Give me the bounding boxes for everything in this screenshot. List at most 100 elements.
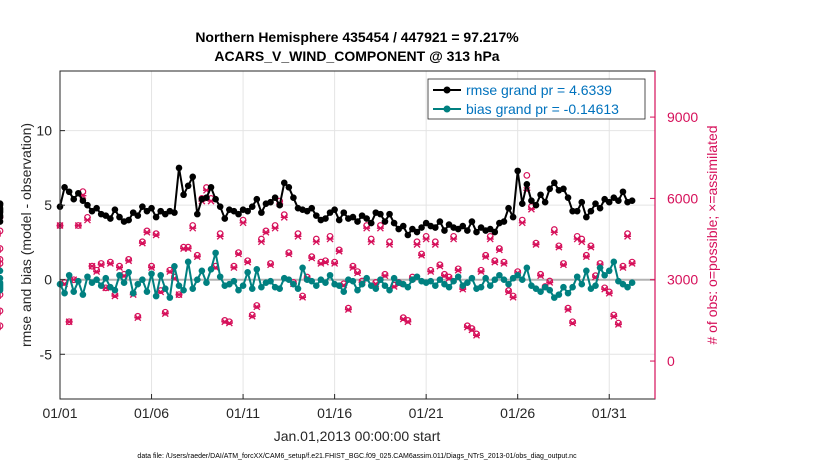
obs-assimilated-point — [267, 261, 275, 269]
obs-assimilated-point — [111, 292, 119, 300]
rmse-point — [184, 182, 192, 190]
obs-assimilated-point — [482, 253, 490, 261]
x-axis-label: Jan.01,2013 00:00:00 start — [274, 428, 441, 444]
bias-point — [628, 279, 636, 287]
obs-possible-point — [473, 330, 480, 338]
bias-point — [198, 267, 206, 275]
obs-assimilated-point — [225, 319, 233, 327]
obs-possible-point — [299, 292, 306, 300]
data-file-footnote: data file: /Users/raeder/DAI/ATM_forcXX/… — [137, 453, 577, 460]
obs-assimilated-point — [537, 272, 545, 280]
rmse-point — [189, 173, 197, 181]
rmse-point — [308, 204, 316, 212]
obs-possible-point — [495, 245, 503, 252]
bias-point — [358, 280, 366, 288]
rmse-point — [280, 179, 288, 187]
obs-possible-point — [335, 246, 343, 254]
obs-possible-point — [166, 266, 174, 274]
obs-assimilated-point — [294, 232, 302, 240]
bias-point — [518, 276, 526, 284]
rmse-point — [322, 215, 329, 222]
rmse-point — [248, 203, 256, 210]
bias-point — [354, 286, 361, 294]
obs-possible-point — [138, 238, 146, 246]
obs-assimilated-point — [454, 266, 462, 274]
bias-point — [372, 285, 380, 292]
bias-point — [500, 276, 508, 284]
obs-possible-point — [125, 255, 133, 263]
obs-possible-point — [344, 304, 352, 312]
rmse-point — [564, 194, 572, 202]
obs-possible-point — [267, 260, 274, 267]
rmse-point — [70, 195, 78, 203]
bias-point — [294, 285, 302, 292]
rmse-point — [285, 183, 293, 191]
bias-point — [569, 283, 576, 291]
rmse-point — [207, 183, 215, 191]
bias-point — [624, 283, 631, 291]
bias-point — [120, 279, 128, 287]
rmse-point — [290, 194, 297, 202]
obs-possible-point — [0, 245, 4, 252]
bias-point — [436, 276, 444, 284]
bias-point — [152, 292, 160, 300]
obs-possible-point — [230, 262, 238, 270]
rmse-point — [587, 207, 595, 215]
obs-possible-point — [262, 227, 270, 235]
obs-assimilated-point — [491, 258, 499, 266]
bias-point — [454, 273, 462, 281]
rmse-point — [139, 203, 146, 210]
obs-possible-point — [381, 270, 389, 278]
obs-assimilated-point — [564, 306, 572, 314]
chart-title-line-2: ACARS_V_WIND_COMPONENT @ 313 hPa — [214, 48, 499, 64]
rmse-point — [116, 213, 123, 221]
rmse-point — [61, 183, 68, 191]
obs-assimilated-point — [235, 250, 242, 258]
rmse-point — [573, 207, 581, 215]
legend-box — [427, 78, 646, 120]
bias-point — [61, 289, 68, 297]
obs-assimilated-point — [138, 239, 146, 247]
obs-possible-point — [244, 257, 252, 265]
rmse-point — [235, 210, 242, 218]
x-tick-label: 01/01 — [42, 405, 77, 421]
y-right-tick-label: 0 — [667, 353, 675, 369]
obs-assimilated-point — [619, 264, 627, 271]
obs-possible-point — [193, 251, 201, 259]
obs-assimilated-point — [367, 238, 375, 246]
rmse-point — [340, 209, 348, 216]
rmse-point — [75, 189, 82, 197]
rmse-point — [267, 198, 274, 206]
bias-point — [285, 276, 293, 284]
obs-possible-point — [322, 257, 329, 265]
bias-point — [203, 279, 210, 287]
rmse-point — [354, 218, 361, 225]
rmse-point — [509, 213, 517, 221]
rmse-point — [432, 224, 439, 231]
obs-assimilated-point — [404, 318, 412, 326]
y-right-tick-label: 9000 — [667, 109, 698, 125]
rmse-point — [390, 219, 398, 227]
obs-assimilated-point — [193, 253, 201, 261]
bias-point — [216, 273, 224, 281]
rmse-point — [180, 191, 187, 199]
obs-possible-point — [161, 308, 169, 316]
rmse-point — [518, 200, 526, 207]
obs-assimilated-point — [473, 331, 480, 339]
obs-assimilated-point — [308, 254, 316, 262]
rmse-point — [221, 215, 229, 222]
bias-point — [139, 276, 146, 284]
obs-possible-point — [555, 242, 563, 250]
obs-assimilated-point — [285, 250, 293, 258]
x-tick-label: 01/21 — [409, 405, 444, 421]
rmse-point — [464, 227, 471, 234]
obs-assimilated-point — [83, 216, 91, 224]
rmse-point — [592, 200, 599, 207]
obs-possible-point — [560, 260, 567, 267]
obs-possible-point — [537, 270, 544, 278]
rmse-point — [560, 185, 567, 193]
obs-assimilated-point — [450, 235, 458, 243]
obs-assimilated-point — [184, 245, 192, 253]
obs-assimilated-point — [582, 253, 590, 261]
